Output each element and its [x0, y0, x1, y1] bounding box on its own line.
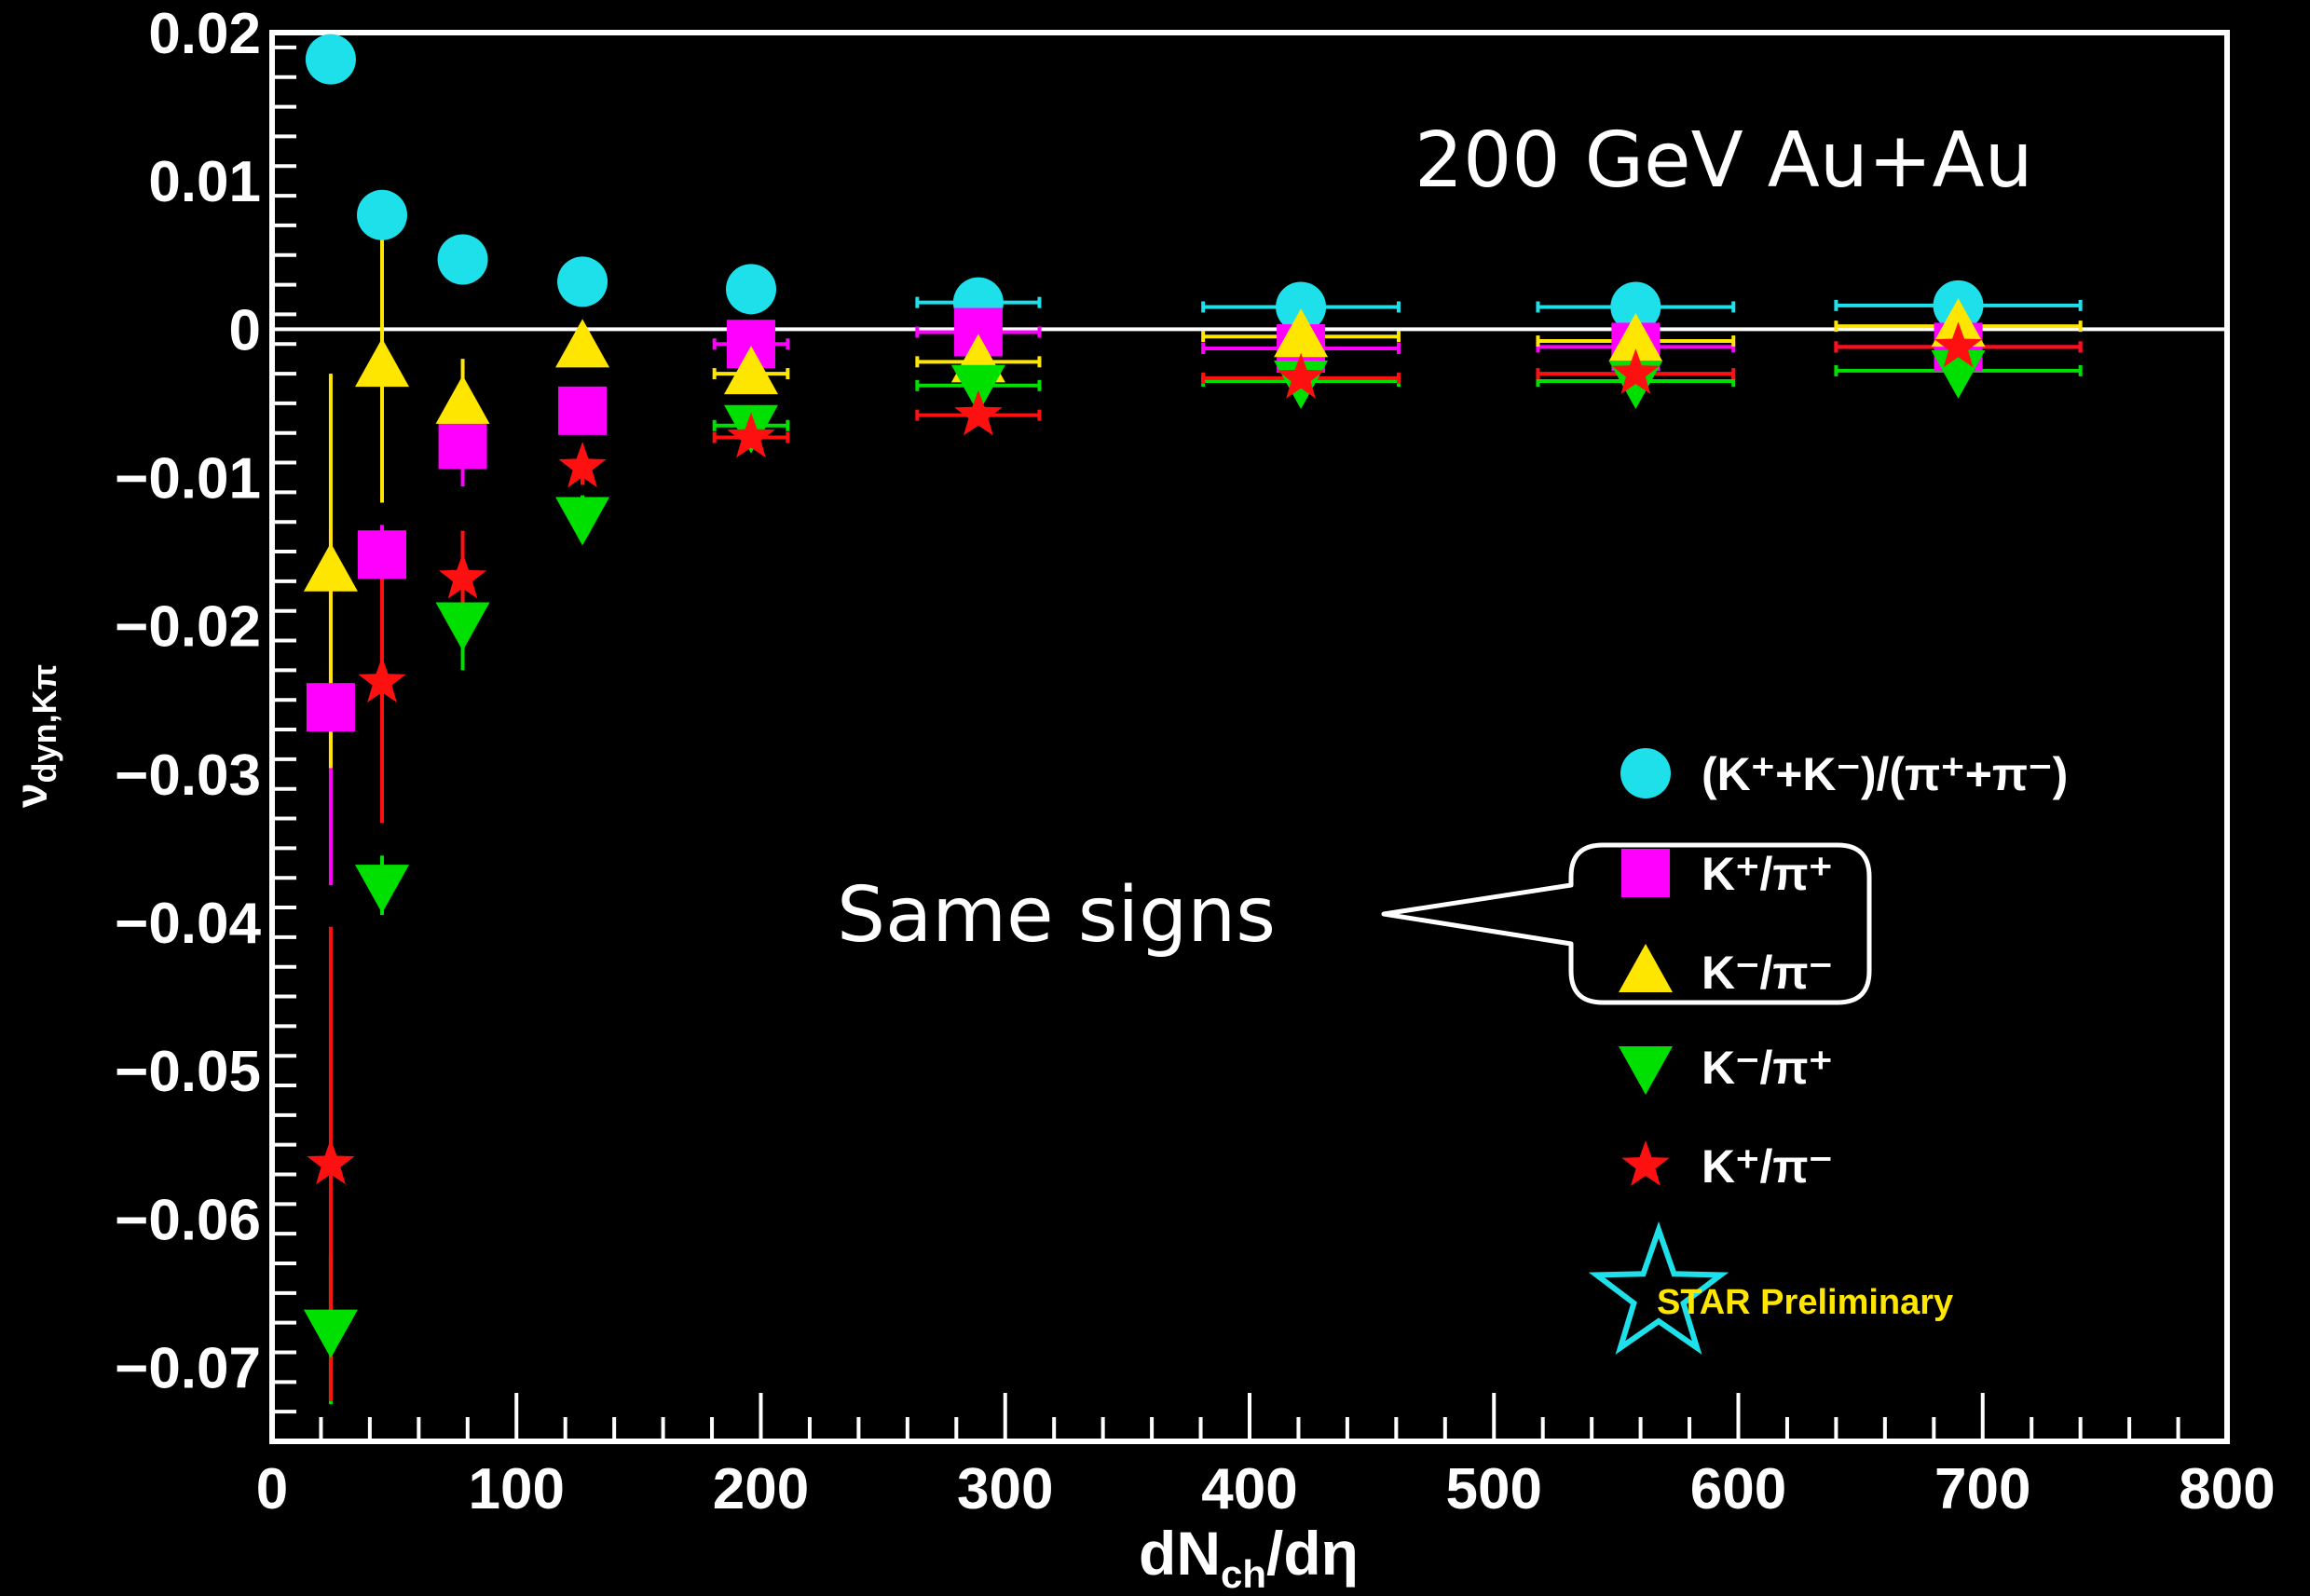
- series-4-point: [303, 1309, 358, 1358]
- series-4-point: [435, 602, 490, 651]
- series-2-point: [438, 420, 487, 470]
- series-3-point: [1274, 308, 1329, 358]
- series-5-point: [558, 442, 607, 488]
- y-axis-ticks: 0.02 0.01 0 −0.01 −0.02 −0.03 −0.04 −0.05 −0.06 −…: [115, 2, 296, 1443]
- y-tick-label: −0.07: [115, 1336, 261, 1400]
- series-1-point: [1610, 281, 1661, 333]
- legend-marker-5: [1621, 1140, 1670, 1186]
- data-markers: [303, 34, 1986, 1358]
- series-4-point: [355, 865, 410, 914]
- y-tick-label: −0.01: [115, 446, 261, 511]
- legend-label-2: K⁺/π⁺: [1702, 848, 1833, 900]
- series-1-point: [437, 234, 488, 285]
- x-tick-label: 0: [256, 1457, 288, 1521]
- legend: (K⁺+K⁻)/(π⁺+π⁻) K⁺/π⁺ K⁻/π⁻ K⁻/π⁺ K⁺/π⁻: [1619, 748, 2068, 1193]
- legend-marker-1: [1620, 748, 1671, 798]
- star-preliminary-label: STAR Preliminary: [1657, 1283, 1953, 1322]
- y-tick-label: 0.02: [148, 2, 261, 66]
- series-2-point: [558, 386, 608, 435]
- series-4-point: [1931, 349, 1986, 399]
- y-tick-label: −0.05: [115, 1040, 261, 1104]
- series-5-point: [1934, 321, 1983, 368]
- star-logo-icon: [1588, 1221, 1729, 1355]
- series-3-point: [303, 542, 358, 592]
- legend-label-1: (K⁺+K⁻)/(π⁺+π⁻): [1702, 748, 2068, 800]
- series-5-point: [358, 657, 406, 703]
- series-3-point: [555, 319, 610, 368]
- x-tick-label: 800: [2179, 1457, 2275, 1521]
- series-2-point: [306, 683, 355, 732]
- series-5-point: [307, 1139, 355, 1185]
- y-tick-label: −0.03: [115, 743, 261, 808]
- x-tick-label: 200: [713, 1457, 809, 1521]
- series-5-point: [1611, 348, 1660, 394]
- series-1-point: [357, 189, 408, 240]
- series-3-point: [724, 346, 779, 395]
- series-3-point: [355, 338, 410, 388]
- y-tick-label: 0.01: [148, 150, 261, 214]
- y-tick-label: 0: [229, 298, 261, 362]
- series-2-point: [358, 530, 407, 580]
- x-tick-label: 500: [1446, 1457, 1542, 1521]
- series-1-point: [1276, 281, 1327, 333]
- series-1-point: [557, 256, 608, 307]
- legend-marker-3: [1619, 944, 1673, 992]
- legend-marker-4: [1619, 1046, 1673, 1095]
- y-tick-label: −0.02: [115, 595, 261, 660]
- series-3-point: [435, 375, 490, 424]
- legend-marker-2: [1621, 849, 1670, 897]
- x-tick-label: 300: [957, 1457, 1053, 1521]
- x-tick-label: 600: [1690, 1457, 1786, 1521]
- x-tick-label: 100: [469, 1457, 565, 1521]
- series-5-point: [438, 552, 487, 599]
- series-5-point: [727, 412, 775, 458]
- star-logo: STAR Preliminary: [1588, 1221, 1953, 1355]
- legend-label-3: K⁻/π⁻: [1702, 947, 1833, 999]
- y-tick-label: −0.06: [115, 1188, 261, 1252]
- y-tick-label: −0.04: [115, 892, 261, 956]
- series-1-point: [726, 264, 777, 315]
- series-1-point: [305, 34, 356, 85]
- x-tick-label: 400: [1201, 1457, 1297, 1521]
- series-3-point: [1608, 313, 1663, 362]
- x-axis-title: dNch/dη: [1139, 1519, 1359, 1596]
- x-axis-ticks: 0 100 200 300 400 500 600 700 800: [256, 1393, 2276, 1521]
- legend-label-5: K⁺/π⁻: [1702, 1140, 1833, 1193]
- series-4-point: [555, 497, 610, 546]
- legend-label-4: K⁻/π⁺: [1702, 1042, 1833, 1094]
- system-label: 200 GeV Au+Au: [1415, 116, 2033, 205]
- series-5-point: [954, 389, 1003, 436]
- series-4-point: [950, 364, 1005, 414]
- x-tick-label: 700: [1934, 1457, 2030, 1521]
- same-signs-callout: [1381, 842, 1872, 1005]
- series-5-point: [1277, 352, 1325, 399]
- same-signs-label: Same signs: [837, 871, 1276, 960]
